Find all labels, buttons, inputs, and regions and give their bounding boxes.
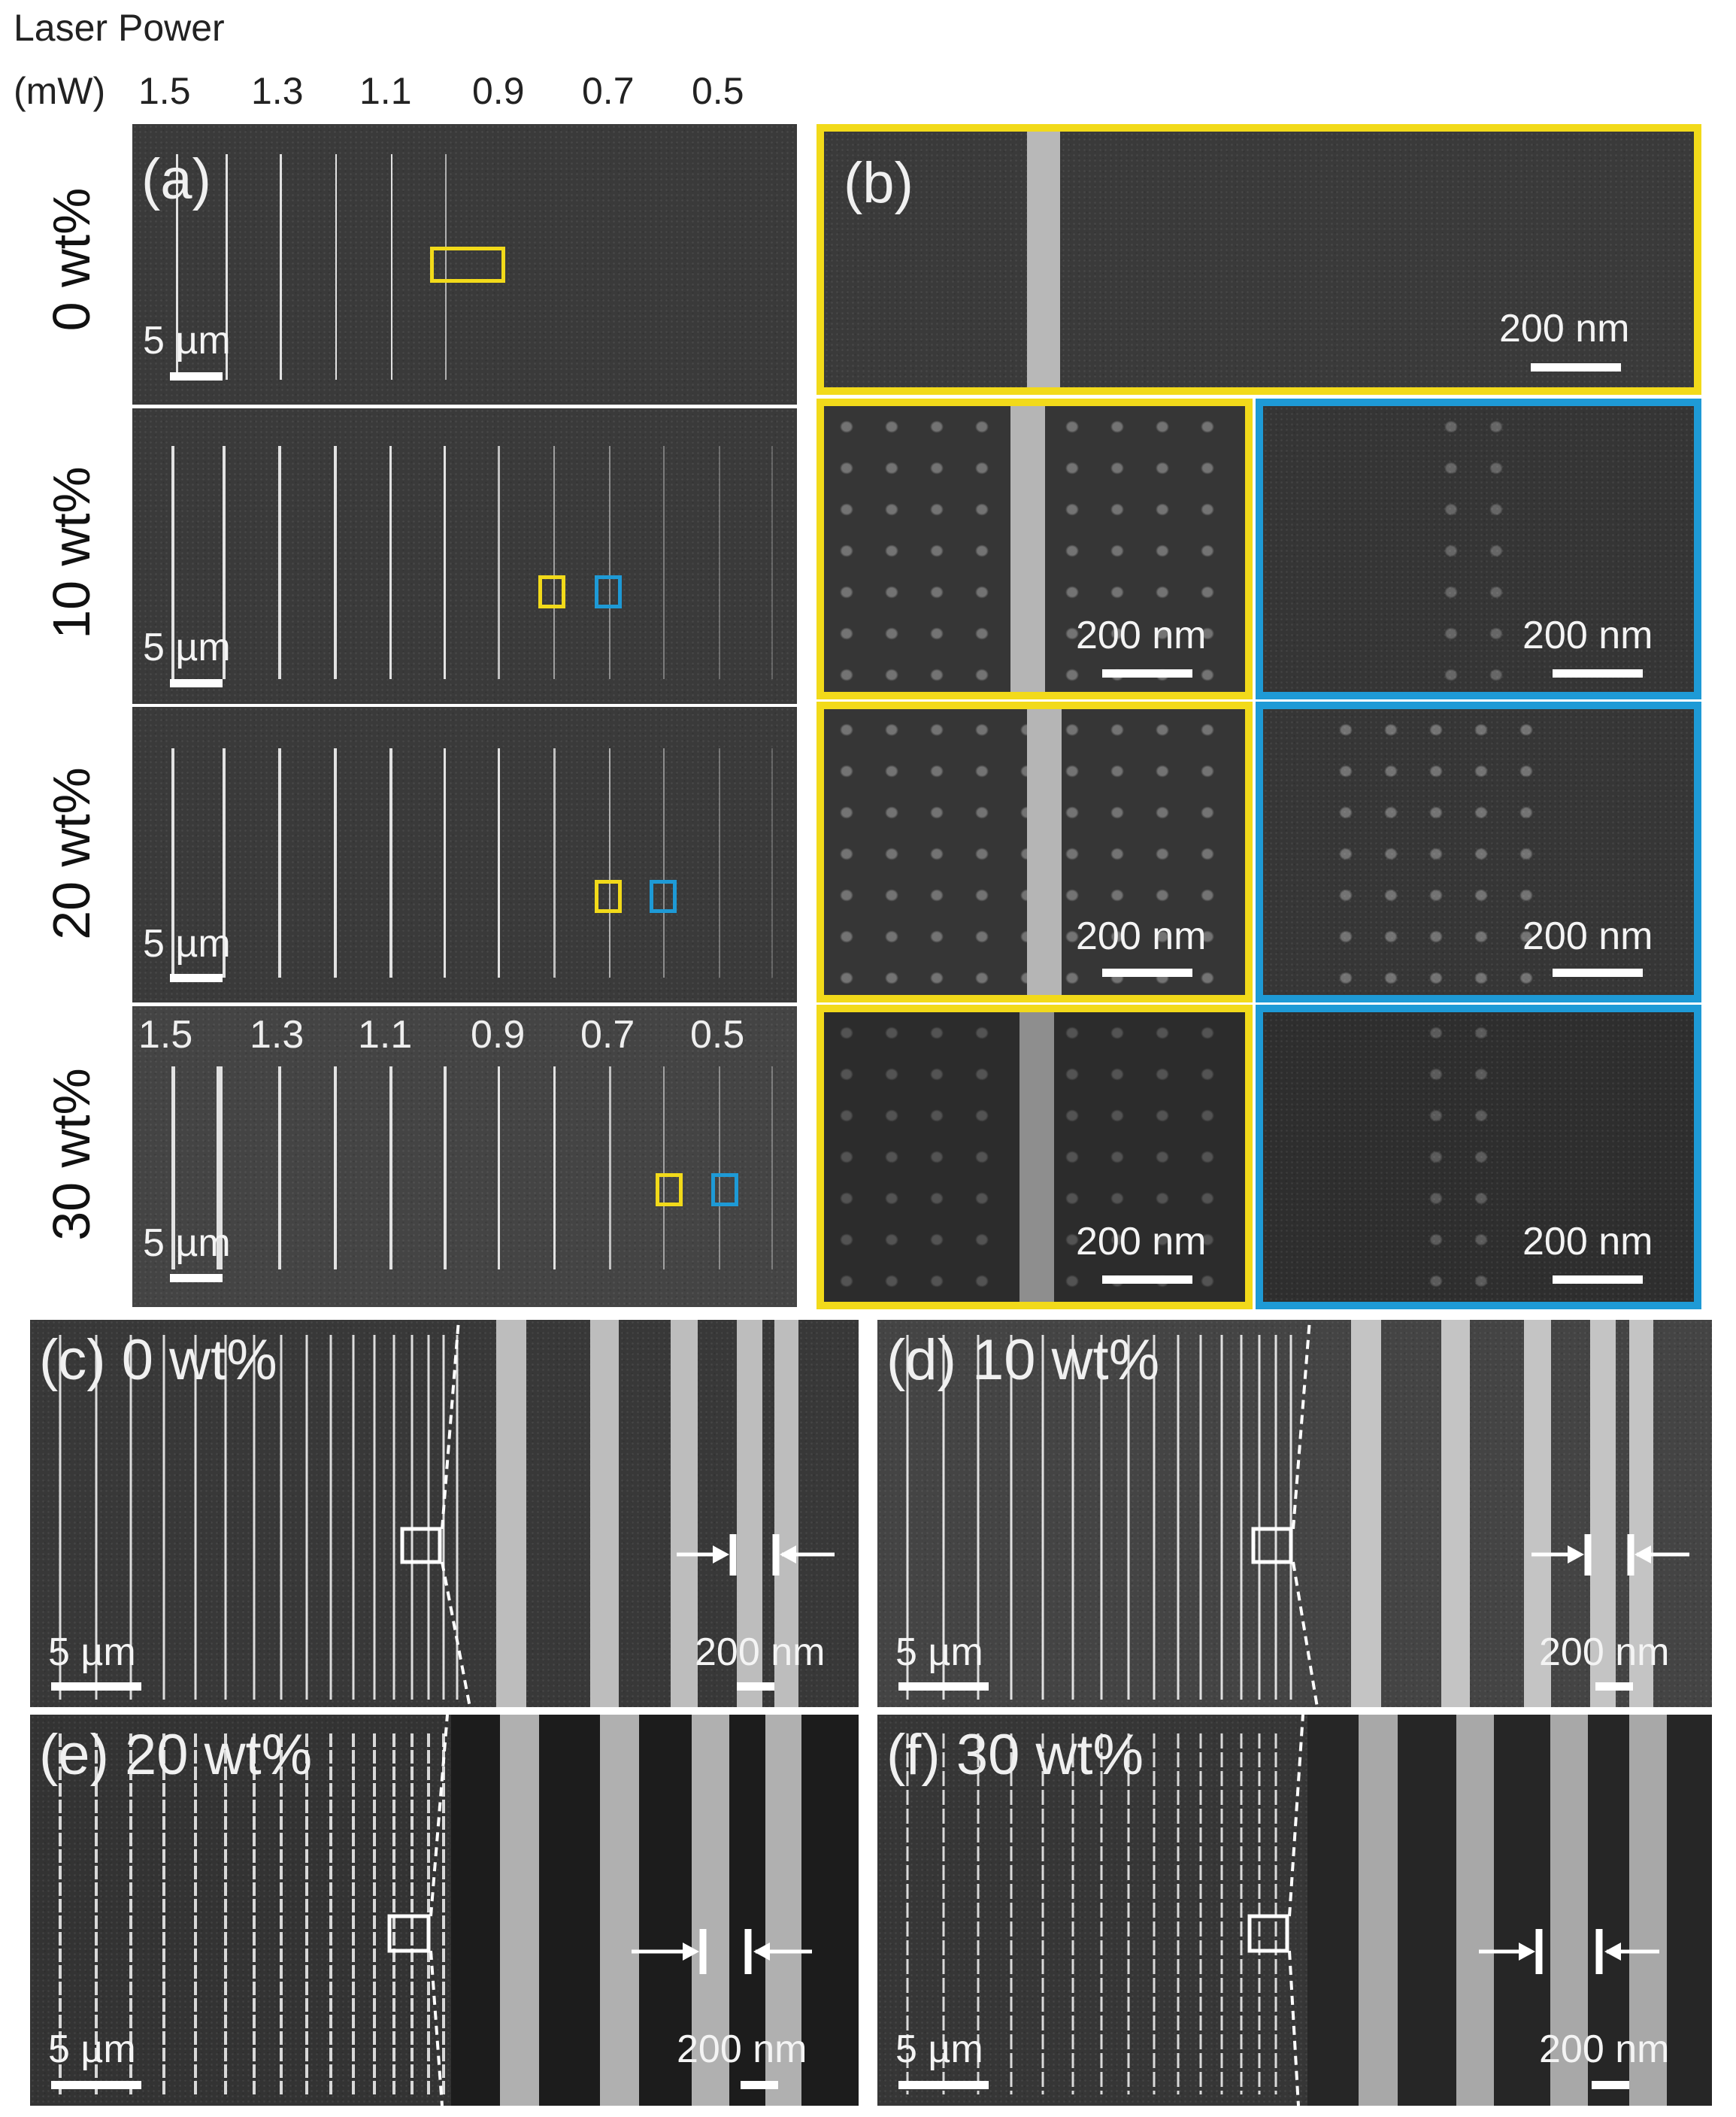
- panel-c-label: (c) 0 wt%: [39, 1328, 277, 1392]
- yellow-inspect-box: [656, 1173, 683, 1206]
- scale-bar: [1531, 363, 1621, 372]
- panel-b-yellow-20wt: 200 nm: [816, 702, 1253, 1002]
- laser-power-title: Laser Power: [14, 7, 225, 49]
- scale-bar: [1553, 969, 1643, 977]
- panel-a-20wt: 5 µm: [132, 707, 797, 1002]
- scale-bar: [1553, 1275, 1643, 1284]
- panel-f: (f) 30 wt% 5 µm 200 nm: [877, 1715, 1712, 2106]
- scale-bar-label: 200 nm: [1522, 614, 1653, 657]
- power-label-30: 1.1: [358, 1013, 413, 1057]
- scale-bar: [1592, 2081, 1629, 2089]
- row-label-10wt: 10 wt%: [42, 466, 101, 639]
- power-label: 0.7: [582, 70, 635, 112]
- panel-a-label: (a): [141, 147, 211, 211]
- scale-bar: [898, 1682, 989, 1691]
- blue-inspect-box: [711, 1173, 738, 1206]
- panel-d: (d) 10 wt% 5 µm 200 nm: [877, 1320, 1712, 1707]
- panel-f-lines: [906, 1715, 1712, 2106]
- panel-c: (c) 0 wt% 5 µm 200 nm: [30, 1320, 859, 1707]
- scale-bar-label: 200 nm: [677, 2028, 807, 2071]
- scale-bar: [898, 2081, 989, 2089]
- scale-bar: [1102, 669, 1192, 678]
- row-label-0wt: 0 wt%: [42, 187, 101, 332]
- panel-e-label: (e) 20 wt%: [39, 1723, 313, 1787]
- yellow-inspect-box: [595, 880, 622, 913]
- scale-bar-label: 200 nm: [1499, 307, 1630, 350]
- laser-power-unit: (mW): [14, 70, 106, 112]
- panel-b-blue-20wt: 200 nm: [1256, 702, 1701, 1002]
- power-label: 1.5: [138, 70, 191, 112]
- scale-bar-label: 200 nm: [1539, 1630, 1670, 1674]
- panel-e-lines: [59, 1715, 859, 2106]
- scale-bar: [51, 1682, 141, 1691]
- panel-b-yellow-10wt: 200 nm: [816, 399, 1253, 699]
- scale-bar: [170, 679, 223, 687]
- panel-f-label: (f) 30 wt%: [886, 1723, 1144, 1787]
- power-label-30: 0.5: [690, 1013, 745, 1057]
- scale-bar: [1595, 1682, 1633, 1691]
- power-label: 0.9: [472, 70, 525, 112]
- scale-bar: [1102, 1275, 1192, 1284]
- scale-bar: [1102, 969, 1192, 977]
- scale-bar: [51, 2081, 141, 2089]
- scale-bar: [170, 974, 223, 982]
- scale-bar-label: 5 µm: [143, 626, 231, 669]
- scale-bar: [1553, 669, 1643, 678]
- panel-d-label: (d) 10 wt%: [886, 1328, 1160, 1392]
- panel-c-lines: [59, 1320, 835, 1707]
- scale-bar-label: 5 µm: [48, 1630, 136, 1674]
- scale-bar: [170, 372, 223, 381]
- panel-b-yellow-30wt: 200 nm: [816, 1005, 1253, 1309]
- scale-bar-label: 200 nm: [1076, 1220, 1207, 1263]
- row-label-30wt: 30 wt%: [42, 1068, 101, 1241]
- yellow-inspect-box: [430, 247, 505, 283]
- power-label-30: 1.3: [250, 1013, 304, 1057]
- row-label-20wt: 20 wt%: [42, 767, 101, 940]
- scale-bar-label: 200 nm: [1522, 1220, 1653, 1263]
- scale-bar-label: 200 nm: [695, 1630, 826, 1674]
- blue-inspect-box: [595, 575, 622, 608]
- scale-bar-label: 5 µm: [143, 922, 231, 966]
- panel-b-blue-10wt: 200 nm: [1256, 399, 1701, 699]
- scale-bar-label: 5 µm: [895, 2028, 983, 2071]
- panel-b-label: (b): [844, 151, 913, 215]
- scale-bar: [737, 1682, 774, 1691]
- scale-bar-label: 5 µm: [143, 319, 231, 362]
- scale-bar-label: 200 nm: [1539, 2028, 1670, 2071]
- scale-bar: [741, 2081, 778, 2089]
- power-label-30: 0.9: [471, 1013, 526, 1057]
- yellow-inspect-box: [538, 575, 565, 608]
- power-label: 1.3: [251, 70, 304, 112]
- power-label: 0.5: [692, 70, 744, 112]
- panel-a-10wt: 5 µm: [132, 408, 797, 704]
- scale-bar-label: 5 µm: [48, 2028, 136, 2071]
- power-label-30: 1.5: [138, 1013, 193, 1057]
- scale-bar-label: 5 µm: [143, 1221, 231, 1265]
- scale-bar-label: 200 nm: [1522, 914, 1653, 958]
- panel-b-blue-30wt: 200 nm: [1256, 1005, 1701, 1309]
- blue-inspect-box: [650, 880, 677, 913]
- panel-a-30wt: 1.5 1.3 1.1 0.9 0.7 0.5 5 µm: [132, 1006, 797, 1307]
- power-label-30: 0.7: [580, 1013, 635, 1057]
- panel-d-lines: [906, 1320, 1689, 1707]
- power-label: 1.1: [359, 70, 412, 112]
- panel-a-0wt: (a) 5 µm: [132, 124, 797, 405]
- scale-bar-label: 200 nm: [1076, 914, 1207, 958]
- panel-e: (e) 20 wt% 5 µm 200 nm: [30, 1715, 859, 2106]
- scale-bar-label: 5 µm: [895, 1630, 983, 1674]
- scale-bar-label: 200 nm: [1076, 614, 1207, 657]
- scale-bar: [170, 1274, 223, 1282]
- panel-b-top: (b) 200 nm: [816, 124, 1701, 395]
